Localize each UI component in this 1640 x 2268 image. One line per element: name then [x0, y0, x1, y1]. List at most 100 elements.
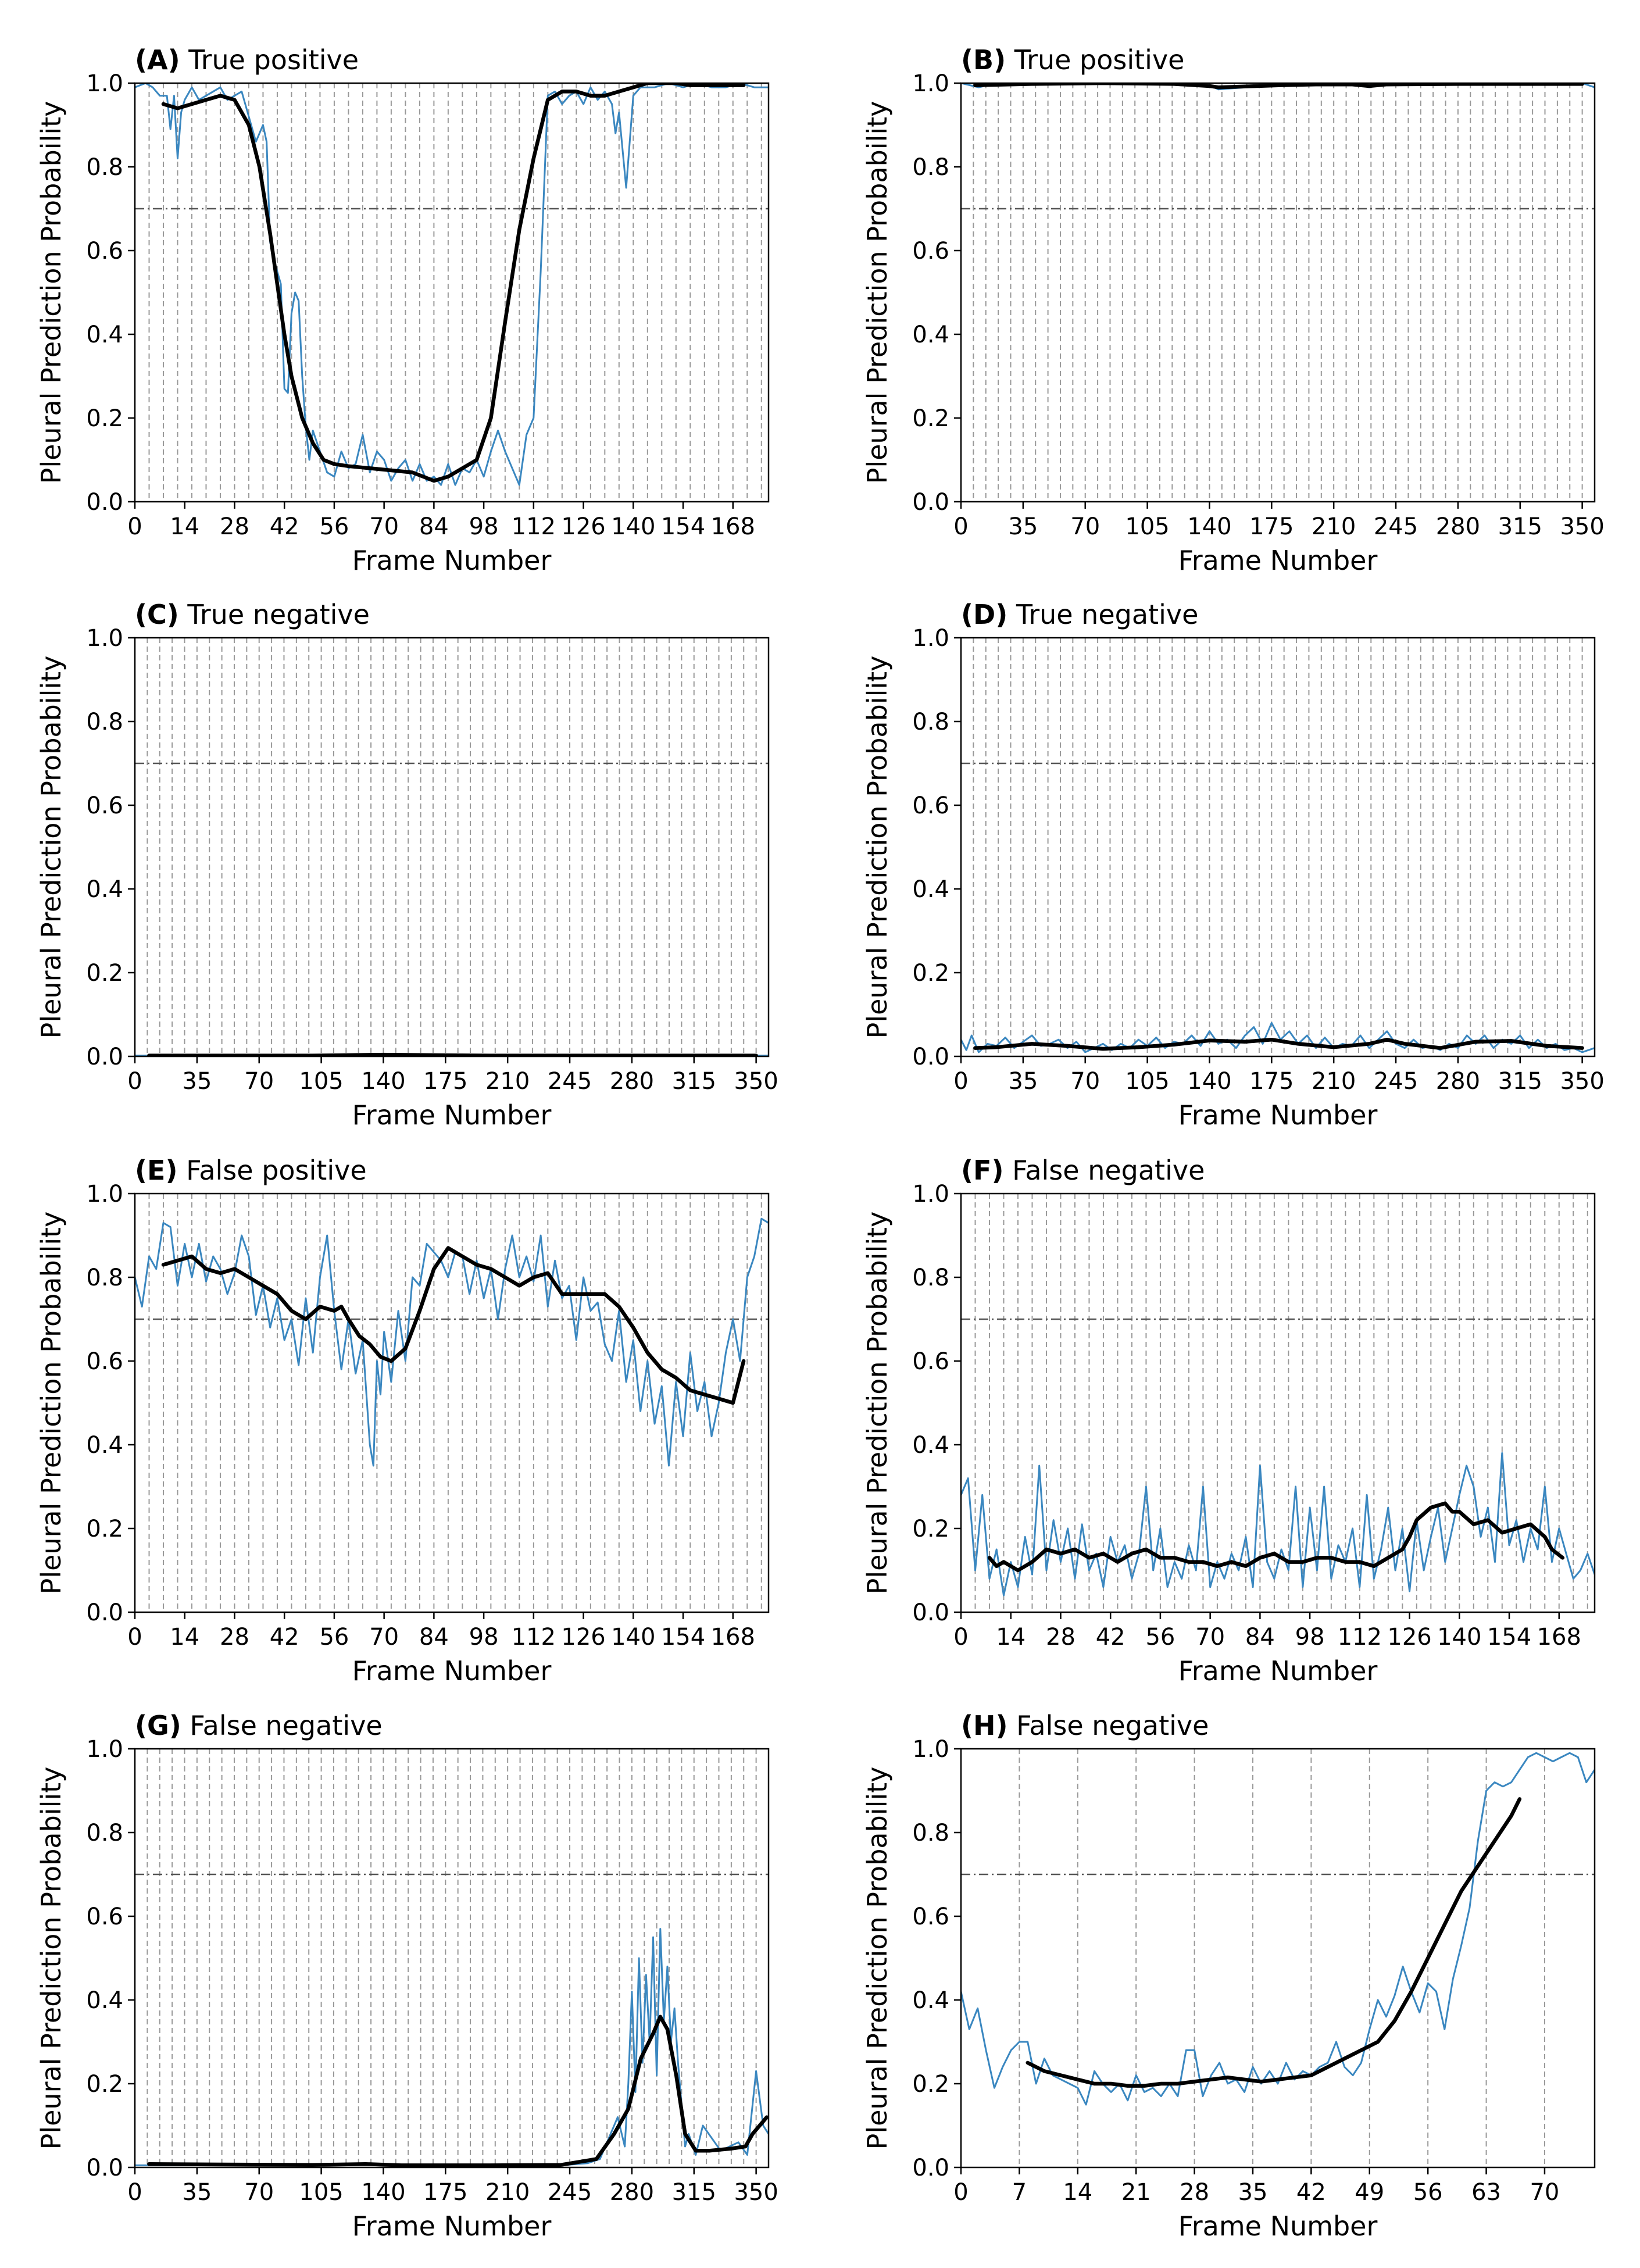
panel-title: (B) True positive [961, 44, 1185, 76]
x-tick-label: 35 [182, 1068, 212, 1095]
y-tick-label: 0.6 [86, 1348, 123, 1375]
panel-a: 0 14 28 42 56 70 84 98 112 126 140 154 168 0.0 0.2 0.4 0… [35, 44, 770, 576]
x-tick-label: 70 [1195, 1624, 1225, 1651]
y-tick-label: 0.4 [912, 876, 949, 903]
x-tick-label: 350 [734, 2179, 778, 2206]
x-tick-label: 98 [469, 513, 499, 540]
x-axis-label: Frame Number [1178, 2210, 1378, 2242]
y-tick-label: 0.0 [86, 2155, 123, 2181]
x-tick-label: 42 [270, 513, 299, 540]
x-tick-label: 14 [170, 513, 199, 540]
y-tick-label: 1.0 [912, 70, 949, 97]
x-tick-label: 70 [244, 2179, 274, 2206]
x-tick-label: 280 [610, 1068, 654, 1095]
panel-title: (E) False positive [135, 1155, 367, 1186]
smoothed-probability-series [1026, 1797, 1522, 2088]
y-tick-label: 0.8 [912, 1265, 949, 1291]
axes-frame [960, 1748, 1596, 2169]
x-tick-label: 0 [953, 1624, 968, 1651]
x-tick-label: 35 [1238, 2179, 1268, 2206]
x-tick-label: 84 [419, 1624, 449, 1651]
smoothed-probability-series [987, 1501, 1565, 1573]
y-tick-label: 0.0 [86, 489, 123, 516]
x-tick-label: 105 [1125, 513, 1169, 540]
y-tick-label: 0.4 [912, 1432, 949, 1459]
x-tick-label: 14 [170, 1624, 199, 1651]
y-tick-label: 0.0 [912, 489, 949, 516]
x-tick-label: 175 [423, 1068, 467, 1095]
x-tick-label: 98 [469, 1624, 499, 1651]
panel-title-text: False negative [1003, 1155, 1205, 1186]
y-axis-label: Pleural Prediction Probability [862, 101, 893, 484]
panel-title: (C) True negative [135, 599, 370, 630]
x-tick-label: 49 [1355, 2179, 1384, 2206]
panel-title-text: True negative [179, 599, 370, 630]
x-tick-label: 140 [611, 1624, 655, 1651]
panel-h: 0 7 14 21 28 35 42 49 56 63 70 0.0 0.2 0.4 0.6 0.8 1.0 Fr… [862, 1710, 1596, 2242]
vertical-grid [974, 1194, 1588, 1612]
y-tick-label: 0.2 [912, 2071, 949, 2098]
vertical-grid [148, 1194, 762, 1612]
y-tick-label: 0.6 [912, 1348, 949, 1375]
x-tick-label: 28 [220, 1624, 249, 1651]
y-tick-label: 0.8 [912, 154, 949, 181]
y-tick-label: 0.2 [912, 405, 949, 432]
y-tick-label: 0.2 [86, 1516, 123, 1542]
y-tick-label: 0.4 [86, 876, 123, 903]
x-tick-label: 42 [1096, 1624, 1126, 1651]
y-tick-label: 0.2 [912, 1516, 949, 1542]
y-tick-label: 0.0 [86, 1599, 123, 1626]
x-tick-label: 210 [485, 1068, 530, 1095]
axes-frame [134, 82, 770, 503]
x-axis-label: Frame Number [1178, 1655, 1378, 1687]
x-tick-label: 28 [1046, 1624, 1076, 1651]
x-tick-label: 280 [1436, 513, 1480, 540]
smoothed-probability-series [147, 2015, 769, 2167]
x-tick-label: 315 [1498, 1068, 1542, 1095]
x-tick-label: 28 [1180, 2179, 1209, 2206]
panel-letter: (C) [135, 599, 179, 630]
y-axis-label: Pleural Prediction Probability [862, 1767, 893, 2150]
x-tick-label: 105 [1125, 1068, 1169, 1095]
x-tick-label: 70 [244, 1068, 274, 1095]
vertical-grid [973, 638, 1583, 1056]
x-tick-label: 70 [1530, 2179, 1559, 2206]
y-tick-label: 0.0 [912, 2155, 949, 2181]
y-tick-label: 0.8 [86, 709, 123, 735]
smoothed-probability-series [161, 1246, 746, 1405]
x-tick-label: 63 [1471, 2179, 1501, 2206]
x-tick-label: 0 [127, 513, 142, 540]
y-tick-label: 0.0 [912, 1599, 949, 1626]
x-axis-label: Frame Number [352, 545, 552, 576]
axes-frame [134, 1748, 770, 2169]
x-tick-label: 350 [1560, 513, 1604, 540]
x-tick-label: 126 [1387, 1624, 1431, 1651]
y-axis-label: Pleural Prediction Probability [35, 101, 67, 484]
x-tick-label: 28 [220, 513, 249, 540]
x-tick-label: 140 [1187, 1068, 1231, 1095]
x-tick-label: 14 [1063, 2179, 1092, 2206]
x-tick-label: 140 [361, 1068, 405, 1095]
panel-letter: (G) [135, 1710, 181, 1741]
x-tick-label: 350 [734, 1068, 778, 1095]
y-tick-label: 0.6 [86, 1903, 123, 1930]
x-tick-label: 98 [1295, 1624, 1325, 1651]
y-axis-label: Pleural Prediction Probability [862, 1212, 893, 1595]
y-axis-label: Pleural Prediction Probability [862, 656, 893, 1039]
y-tick-label: 0.8 [86, 1820, 123, 1846]
y-tick-label: 0.4 [912, 1987, 949, 2014]
x-axis-label: Frame Number [1178, 545, 1378, 576]
raw-probability-series [135, 83, 769, 486]
x-tick-label: 140 [1437, 1624, 1481, 1651]
x-tick-label: 140 [1187, 513, 1231, 540]
panel-letter: (A) [135, 44, 180, 76]
panel-title-text: True positive [1006, 44, 1184, 76]
x-tick-label: 0 [127, 2179, 142, 2206]
vertical-grid [147, 638, 757, 1056]
y-axis-label: Pleural Prediction Probability [35, 1767, 67, 2150]
x-axis-label: Frame Number [352, 2210, 552, 2242]
x-tick-label: 7 [1012, 2179, 1027, 2206]
panel-d: 0 35 70 105 140 175 210 245 280 315 350 0.0 0.2 0.4 0.… [862, 599, 1605, 1131]
x-tick-label: 280 [610, 2179, 654, 2206]
